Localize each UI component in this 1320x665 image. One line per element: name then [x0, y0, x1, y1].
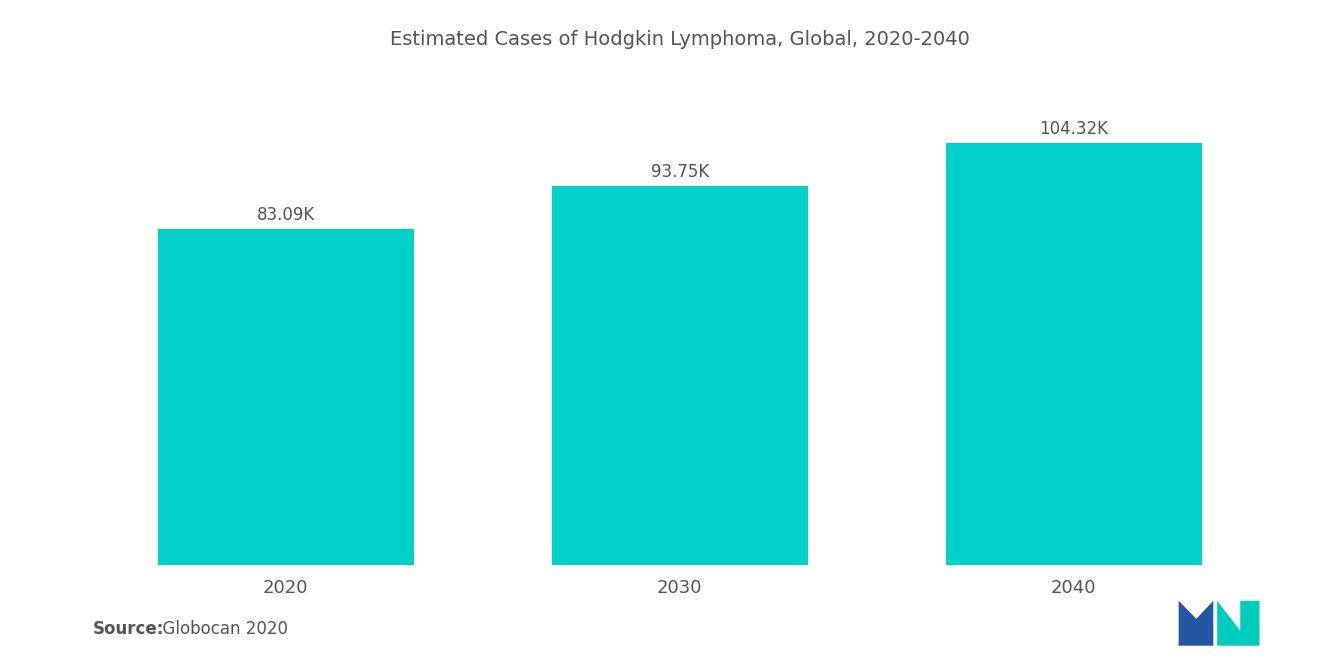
Text: Source:: Source: [92, 620, 164, 638]
Bar [158, 229, 414, 565]
Text: 104.32K: 104.32K [1039, 120, 1109, 138]
Title: Estimated Cases of Hodgkin Lymphoma, Global, 2020-2040: Estimated Cases of Hodgkin Lymphoma, Glo… [389, 30, 970, 49]
Bar [945, 143, 1201, 565]
Bar [552, 186, 808, 565]
Text: Globocan 2020: Globocan 2020 [152, 620, 288, 638]
Text: 83.09K: 83.09K [256, 206, 315, 224]
Text: 93.75K: 93.75K [651, 163, 709, 181]
